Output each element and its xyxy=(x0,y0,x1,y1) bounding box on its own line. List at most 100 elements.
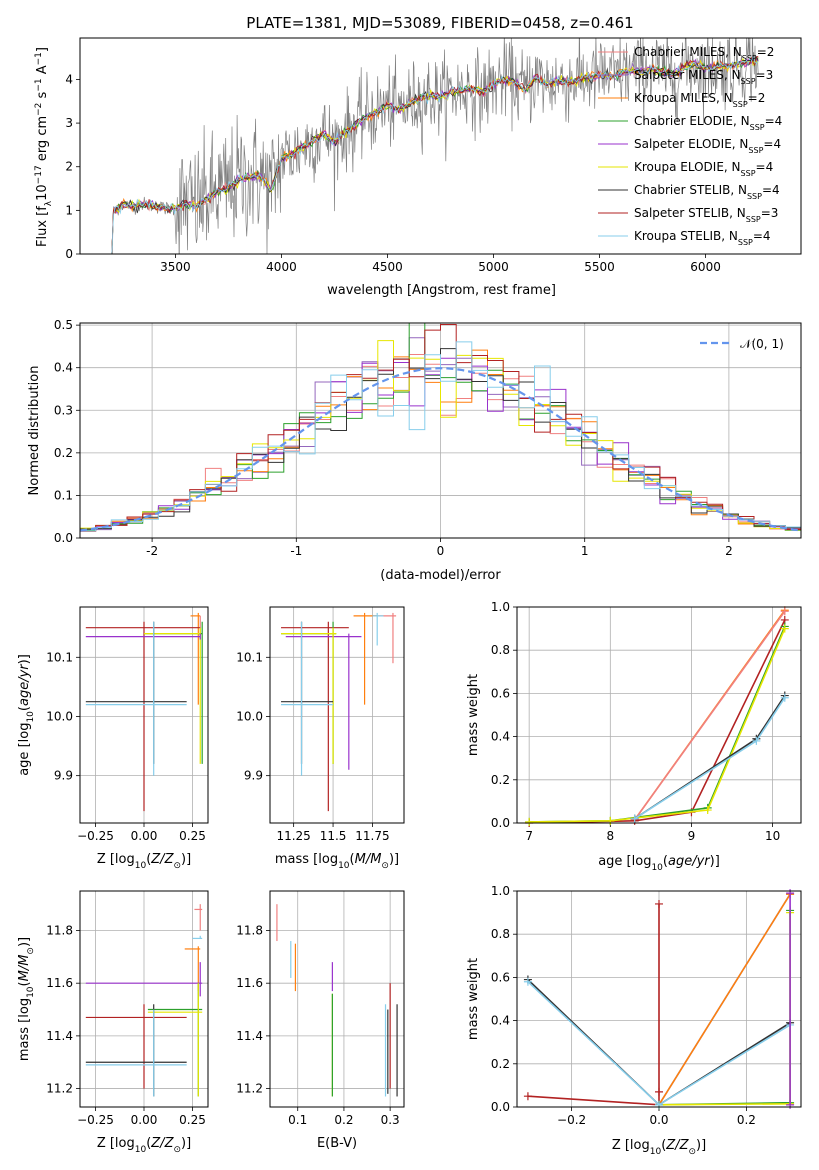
legend-label: Salpeter ELODIE, NSSP=4 xyxy=(634,137,781,155)
age_vs_mass-ytick-label: 9.9 xyxy=(244,769,263,783)
mass_vs_ebv-ytick-label: 11.8 xyxy=(236,924,263,938)
mass_vs_z-frame xyxy=(79,890,209,1108)
mass_vs_z-xlabel-part: ⊙ xyxy=(173,1145,181,1155)
weight_vs_age-ytick-label: 0.4 xyxy=(491,730,510,744)
weight_vs_z-ylabel: mass weight xyxy=(466,958,481,1040)
weight_vs_age-xtick-label: 9 xyxy=(688,829,696,843)
weight_vs_z-point-marker xyxy=(655,1100,663,1109)
residuals-xtick-label: 1 xyxy=(581,544,589,558)
age_vs_z-xtick-label: 0.00 xyxy=(131,829,158,843)
weight_vs_age-xtick-label: 8 xyxy=(606,829,614,843)
weight_vs_z-series-line xyxy=(527,904,660,1106)
mass_vs_z-xlabel-part: 10 xyxy=(135,1145,147,1155)
legend-label-value: =2 xyxy=(757,45,775,59)
legend-label-text: Salpeter STELIB, N xyxy=(634,206,746,220)
age_vs_mass-xlabel-part: M/M xyxy=(355,852,382,867)
legend-label-sub: SSP xyxy=(742,54,757,63)
weight_vs_age-xlabel-part: 10 xyxy=(651,863,663,873)
residual-ylabel: Normed distribution xyxy=(27,366,42,496)
weight_vs_z-xtick-label: −0.2 xyxy=(557,1113,586,1127)
weight_vs_z-ytick-label: 0.0 xyxy=(491,1100,510,1114)
mass_vs_ebv-frame xyxy=(269,890,405,1108)
legend-label: Chabrier MILES, NSSP=2 xyxy=(634,45,774,63)
weight_vs_age-series-line xyxy=(529,626,786,823)
weight_vs_age-point-marker xyxy=(525,817,534,826)
weight_vs_age-point-marker xyxy=(780,624,789,633)
legend-label: Salpeter MILES, NSSP=3 xyxy=(634,68,773,86)
legend-label-value: =4 xyxy=(762,183,780,197)
legend-label-sub: SSP xyxy=(738,238,753,247)
spectrum-xtick-label: 4500 xyxy=(372,260,403,274)
legend-label-sub: SSP xyxy=(750,123,765,132)
residuals-xtick-label: 0 xyxy=(437,544,445,558)
legend-label: Salpeter STELIB, NSSP=3 xyxy=(634,206,778,224)
weight_vs_z-xlabel-part: Z/Z xyxy=(665,1138,689,1153)
residual-xlabel: (data-model)/error xyxy=(380,568,501,583)
age_vs_z-ylabel-part: )] xyxy=(17,654,32,664)
mass_vs_z-axes xyxy=(76,930,193,1111)
age_vs_mass-axes xyxy=(266,656,373,827)
age_vs_mass-xlabel-part: )] xyxy=(389,852,399,867)
mass_vs_z-xlabel-part: Z [log xyxy=(97,1136,135,1151)
weight_vs_age-frame xyxy=(516,606,802,824)
weight_vs_z-series-line xyxy=(658,910,791,1106)
age_vs_z-ylabel-part: ( xyxy=(17,706,32,711)
age_vs_mass-ytick-label: 10.1 xyxy=(236,650,263,664)
age_vs_z-ylabel-part: age/yr xyxy=(17,663,32,706)
mass_vs_z-xtick-label: −0.25 xyxy=(77,1113,114,1127)
mass_vs_ebv-xlabel-part: E(B-V) xyxy=(317,1136,357,1151)
mass_vs_z-ylabel-part: ( xyxy=(17,981,32,986)
age_vs_z-ylabel-part: age [log xyxy=(17,723,32,776)
weight_vs_z-xlabel-part: ⊙ xyxy=(688,1147,696,1157)
residuals-ytick-label: 0.2 xyxy=(54,446,73,460)
legend-label-text: Chabrier STELIB, N xyxy=(634,183,747,197)
weight_vs_z-point-marker xyxy=(655,1087,663,1096)
spectrum-xtick-label: 5000 xyxy=(478,260,509,274)
weight_vs_age-point-marker xyxy=(780,607,789,616)
weight_vs_age-xlabel: age [log10(age/yr)] xyxy=(598,854,720,873)
weight_vs_z-point-marker xyxy=(786,1100,795,1109)
age_vs_z-ylabel-part: 10 xyxy=(26,711,36,723)
legend-label: Chabrier ELODIE, NSSP=4 xyxy=(634,114,782,132)
spectrum-xtick-label: 5500 xyxy=(584,260,615,274)
weight_vs_z-axes xyxy=(513,890,801,1111)
weight_vs_age-point-marker xyxy=(630,814,639,823)
age_vs_mass-xtick-label: 11.75 xyxy=(355,829,389,843)
mass_vs_z-xlabel: Z [log10(Z/Z⊙)] xyxy=(97,1136,191,1155)
weight_vs_age-xlabel-part: age/yr xyxy=(668,854,711,869)
age_vs_z-xlabel: Z [log10(Z/Z⊙)] xyxy=(97,852,191,871)
age_vs_mass-xlabel-part: mass [log xyxy=(275,852,338,867)
weight_vs_age-series-line xyxy=(529,628,786,823)
spectrum-frame xyxy=(79,37,802,255)
legend-label-value: =3 xyxy=(761,206,779,220)
weight_vs_z-xlabel: Z [log10(Z/Z⊙)] xyxy=(612,1138,706,1157)
weight_vs_z-xtick-label: 0.2 xyxy=(737,1113,756,1127)
weight_vs_z-point-marker xyxy=(523,1092,532,1101)
age_vs_z-ylabel: age [log10(age/yr)] xyxy=(17,654,36,776)
residuals-ytick-label: 0.1 xyxy=(54,488,73,502)
weight_vs_z-ytick-label: 0.4 xyxy=(491,1014,510,1028)
legend-label-sub: SSP xyxy=(747,192,762,201)
spectrum-ylabel-part: 10 xyxy=(35,184,50,201)
age_vs_z-xlabel-part: ⊙ xyxy=(173,861,181,871)
legend-label-text: Chabrier MILES, N xyxy=(634,45,742,59)
mass_vs_z-xlabel-part: )] xyxy=(181,1136,191,1151)
weight_vs_age-xlabel-part: ( xyxy=(663,854,668,869)
mass_vs_z-ytick-label: 11.6 xyxy=(46,976,73,990)
mass_vs_ebv-axes xyxy=(266,930,391,1111)
weight_vs_age-ylabel: mass weight xyxy=(466,674,481,756)
age_vs_z-xtick-label: −0.25 xyxy=(77,829,114,843)
weight_vs_age-point-marker xyxy=(752,736,761,745)
legend-label-text: Kroupa MILES, N xyxy=(634,91,733,105)
legend-label-text: Kroupa STELIB, N xyxy=(634,229,738,243)
weight_vs_z-ytick-label: 1.0 xyxy=(491,884,510,898)
legend-label-value: =2 xyxy=(748,91,766,105)
weight_vs_age-ytick-label: 0.0 xyxy=(491,816,510,830)
spectrum-ylabel-part: erg cm xyxy=(35,116,50,165)
age_vs_mass-xlabel: mass [log10(M/M⊙)] xyxy=(275,852,399,871)
spectrum-ylabel-part: Flux [f xyxy=(35,206,50,247)
spectrum-ytick-label: 4 xyxy=(65,72,73,86)
mass_vs_z-xtick-label: 0.25 xyxy=(179,1113,206,1127)
weight_vs_age-xlabel-part: age [log xyxy=(598,854,651,869)
age_vs_mass-xlabel-part: ⊙ xyxy=(381,861,389,871)
